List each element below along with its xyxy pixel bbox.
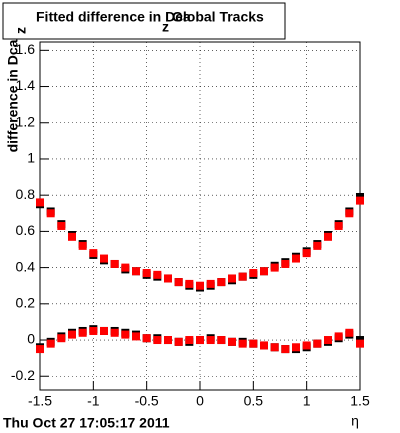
marker <box>196 336 204 345</box>
y-label-group: difference in Dca z <box>5 27 29 152</box>
marker <box>142 269 151 278</box>
x-tick-label: -1.5 <box>28 393 52 409</box>
marker <box>313 339 322 348</box>
marker <box>57 334 66 343</box>
y-tick-label: 0 <box>27 331 35 347</box>
marker <box>249 269 258 278</box>
x-tick-label: 0 <box>196 393 204 409</box>
marker <box>153 336 162 345</box>
marker <box>68 330 76 339</box>
y-axis-label: difference in Dca <box>5 39 21 152</box>
x-tick-label: -0.5 <box>135 393 159 409</box>
marker <box>185 336 194 345</box>
marker <box>132 267 140 276</box>
y-tick-label: 1.2 <box>16 113 36 129</box>
marker <box>57 221 66 230</box>
marker <box>132 332 140 341</box>
marker <box>68 232 76 241</box>
x-axis-label: η <box>351 413 359 429</box>
marker <box>292 254 300 263</box>
marker <box>217 336 226 345</box>
marker <box>324 232 332 241</box>
marker <box>78 241 87 250</box>
marker <box>334 221 343 230</box>
y-tick-label: 0.4 <box>16 258 36 274</box>
marker <box>356 196 364 205</box>
marker <box>164 336 172 345</box>
marker <box>121 263 130 272</box>
timestamp: Thu Oct 27 17:05:17 2011 <box>3 415 170 431</box>
title-suffix: Global Tracks <box>172 9 264 25</box>
y-tick-label: 1.6 <box>16 41 36 57</box>
marker <box>228 337 236 346</box>
marker <box>345 328 354 337</box>
y-label-subscript: z <box>13 27 29 34</box>
y-tick-label: 0.8 <box>16 186 36 202</box>
marker <box>356 339 364 348</box>
marker <box>270 343 279 352</box>
marker <box>46 209 55 218</box>
y-tick-label: -0.2 <box>11 367 35 383</box>
marker <box>206 279 215 288</box>
marker <box>89 249 98 258</box>
marker <box>185 279 194 288</box>
plot-frame <box>39 41 361 391</box>
marker <box>345 209 354 218</box>
chart-title: Fitted difference in Dca <box>36 9 191 25</box>
marker <box>110 328 119 337</box>
marker <box>100 326 108 335</box>
marker <box>260 267 268 276</box>
y-tick-label: 0.6 <box>16 222 36 238</box>
marker <box>196 281 204 290</box>
x-tick-label: 1 <box>303 393 311 409</box>
marker <box>334 332 343 341</box>
marker <box>89 326 98 335</box>
marker <box>153 270 162 279</box>
marker <box>100 254 108 263</box>
marker <box>302 249 311 258</box>
marker <box>206 336 215 345</box>
marker <box>281 259 290 268</box>
marker <box>260 341 268 350</box>
marker <box>110 259 119 268</box>
marker <box>46 339 55 348</box>
marker <box>313 241 322 250</box>
y-tick-label: 1 <box>27 150 35 166</box>
marker <box>36 198 44 207</box>
marker <box>324 336 332 345</box>
x-tick-label: -1 <box>87 393 100 409</box>
x-tick-label: 1.5 <box>350 393 370 409</box>
title-subscript: z <box>162 19 169 35</box>
marker <box>228 274 236 283</box>
marker <box>238 339 247 348</box>
marker <box>174 337 183 346</box>
marker <box>292 343 300 352</box>
marker <box>164 274 172 283</box>
marker <box>249 339 258 348</box>
y-tick-label: 1.4 <box>16 77 36 93</box>
marker <box>217 278 226 287</box>
marker <box>281 345 290 354</box>
marker <box>121 330 130 339</box>
marker <box>142 334 151 343</box>
title-box <box>2 2 286 40</box>
marker <box>36 345 44 354</box>
x-tick-label: 0.5 <box>244 393 264 409</box>
marker <box>174 278 183 287</box>
marker <box>302 341 311 350</box>
y-tick-label: 0.2 <box>16 295 36 311</box>
marker <box>78 328 87 337</box>
marker <box>270 263 279 272</box>
marker <box>238 272 247 281</box>
